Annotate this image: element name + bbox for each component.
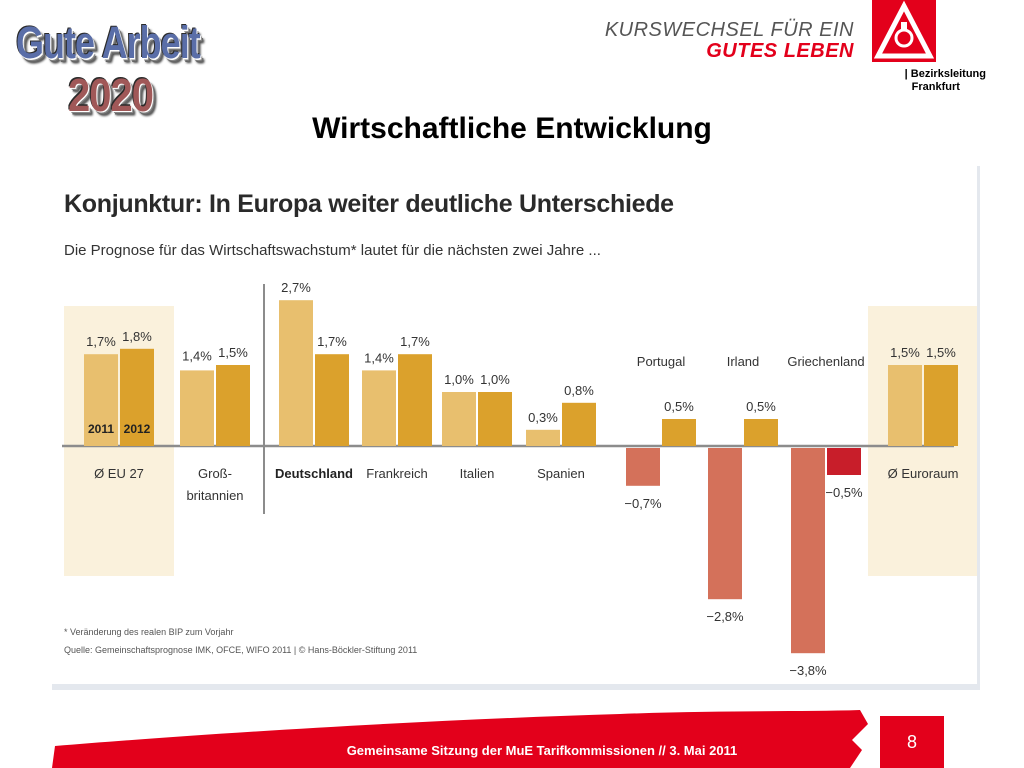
category-label: britannien xyxy=(186,488,243,503)
category-label: Ø Euroraum xyxy=(888,466,959,481)
category-label: Griechenland xyxy=(787,354,864,369)
bar-chart: 1,7% 1,4% 2,7% 1,4% 1,0% 0,3% −0,7% −2,8% −3,8% 1… xyxy=(62,280,977,678)
value-label: −3,8% xyxy=(789,663,827,678)
page-title: Wirtschaftliche Entwicklung xyxy=(312,112,712,145)
footer-text: Gemeinsame Sitzung der MuE Tarifkommissi… xyxy=(346,743,738,758)
category-label: Frankreich xyxy=(366,466,427,481)
value-label: 0,5% xyxy=(664,399,694,414)
value-label: 1,7% xyxy=(317,334,347,349)
bar-2011-0 xyxy=(84,354,118,446)
bar-2011-1 xyxy=(180,370,214,446)
bar-2011-5 xyxy=(526,429,560,446)
chart-source: Quelle: Gemeinschaftsprognose IMK, OFCE,… xyxy=(64,645,418,655)
bar-2012-5 xyxy=(562,402,596,446)
value-label: 0,5% xyxy=(746,399,776,414)
category-label: Ø EU 27 xyxy=(94,466,144,481)
bar-2012-2 xyxy=(315,354,349,446)
bar-2012-1 xyxy=(216,365,250,446)
value-label: 1,0% xyxy=(480,372,510,387)
chart-footnote: * Veränderung des realen BIP zum Vorjahr xyxy=(64,627,234,637)
value-label: −2,8% xyxy=(706,609,744,624)
category-label: Spanien xyxy=(537,466,585,481)
district-line-1: | Bezirksleitung xyxy=(904,68,986,80)
highlight-background xyxy=(64,306,174,576)
value-label: 0,3% xyxy=(528,410,558,425)
bar-2011-3 xyxy=(362,370,396,446)
bar-2012-9 xyxy=(924,365,958,446)
chart-title: Konjunktur: In Europa weiter deutliche U… xyxy=(64,190,674,218)
value-label: 1,4% xyxy=(364,350,394,365)
value-label: 1,7% xyxy=(86,334,116,349)
value-label: 1,5% xyxy=(926,345,956,360)
bar-2011-2 xyxy=(279,300,313,446)
category-label: Portugal xyxy=(637,354,686,369)
bar-2011-6 xyxy=(626,448,660,486)
slogan-line-1: KURSWECHSEL FÜR EIN xyxy=(604,19,854,41)
chart-subtitle: Die Prognose für das Wirtschaftswachstum… xyxy=(64,242,601,259)
bar-2011-8 xyxy=(791,448,825,654)
footer-brush-stroke xyxy=(52,710,868,768)
value-label: 1,7% xyxy=(400,334,430,349)
category-label: Deutschland xyxy=(275,466,353,481)
bar-2012-6 xyxy=(662,419,696,446)
bar-2012-0 xyxy=(120,348,154,446)
bar-2011-9 xyxy=(888,365,922,446)
page-number-box: 8 xyxy=(880,716,944,768)
value-label: −0,5% xyxy=(825,485,863,500)
bar-2011-7 xyxy=(708,448,742,600)
highlight-background xyxy=(868,306,977,576)
year-label-2012: 2012 xyxy=(124,422,151,436)
value-label: −0,7% xyxy=(624,496,662,511)
category-label: Groß- xyxy=(198,466,232,481)
logo-line-2: 2020 xyxy=(68,70,154,122)
value-label: 1,5% xyxy=(218,345,248,360)
value-label: 1,0% xyxy=(444,372,474,387)
slogan-line-2: GUTES LEBEN xyxy=(706,40,854,62)
bar-2012-8 xyxy=(827,448,861,475)
value-label: 0,8% xyxy=(564,383,594,398)
bar-2011-4 xyxy=(442,392,476,446)
logo-line-1: Gute Arbeit xyxy=(16,16,201,68)
district-line-2: Frankfurt xyxy=(911,80,960,93)
bar-2012-3 xyxy=(398,354,432,446)
bar-2012-4 xyxy=(478,392,512,446)
page-number: 8 xyxy=(906,732,917,752)
bar-2012-7 xyxy=(744,419,778,446)
value-label: 1,5% xyxy=(890,345,920,360)
slogan: KURSWECHSEL FÜR EIN GUTES LEBEN xyxy=(605,20,854,62)
value-label: 1,4% xyxy=(182,348,212,363)
value-label: 1,8% xyxy=(122,329,152,344)
chart-panel: Konjunktur: In Europa weiter deutliche U… xyxy=(52,166,980,690)
value-label: 2,7% xyxy=(281,280,311,295)
category-label: Irland xyxy=(727,354,760,369)
gute-arbeit-logo: Gute Arbeit 2020 xyxy=(10,16,205,122)
ig-metall-logo-icon xyxy=(872,0,936,62)
year-label-2011: 2011 xyxy=(88,422,114,436)
category-label: Italien xyxy=(460,466,495,481)
district-label: | Bezirksleitung Frankfurt xyxy=(905,68,986,93)
